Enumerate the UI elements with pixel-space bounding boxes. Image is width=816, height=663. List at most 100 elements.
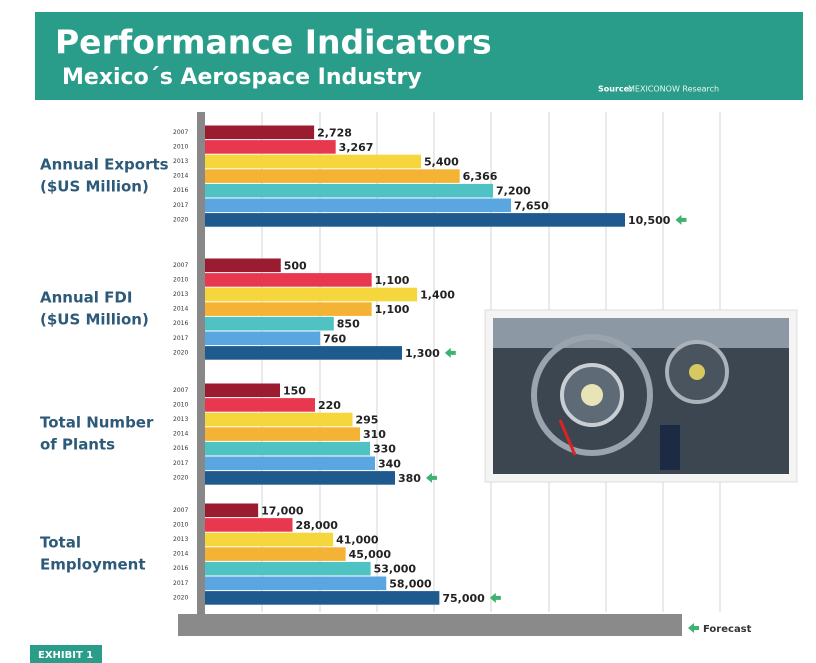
forecast-arrow xyxy=(688,623,699,633)
bar xyxy=(205,577,386,591)
value-label: 7,650 xyxy=(514,199,549,212)
bar xyxy=(205,126,314,140)
group-label: of Plants xyxy=(40,436,115,454)
value-label: 150 xyxy=(283,384,306,397)
exhibit-label: EXHIBIT 1 xyxy=(38,650,93,661)
bar xyxy=(205,457,375,471)
bar xyxy=(205,562,371,576)
bar xyxy=(205,288,417,302)
year-label: 2007 xyxy=(173,507,188,514)
value-label: 7,200 xyxy=(496,185,531,198)
base-bar xyxy=(178,614,682,636)
forecast-marker xyxy=(426,473,437,483)
value-label: 10,500 xyxy=(628,214,671,227)
value-label: 340 xyxy=(378,457,401,470)
value-label: 28,000 xyxy=(296,519,339,532)
value-label: 41,000 xyxy=(336,534,379,547)
bar xyxy=(205,591,439,605)
bar xyxy=(205,427,360,441)
year-label: 2014 xyxy=(173,306,188,313)
group-label: Employment xyxy=(40,556,146,574)
bar xyxy=(205,346,402,360)
value-label: 6,366 xyxy=(463,170,498,183)
value-label: 53,000 xyxy=(374,563,417,576)
bar xyxy=(205,504,258,518)
year-label: 2010 xyxy=(173,143,188,150)
bar xyxy=(205,442,370,456)
year-label: 2010 xyxy=(173,276,188,283)
year-label: 2016 xyxy=(173,320,188,327)
value-label: 17,000 xyxy=(261,504,304,517)
value-label: 1,300 xyxy=(405,347,440,360)
value-label: 850 xyxy=(337,318,360,331)
year-label: 2016 xyxy=(173,187,188,194)
group-label: ($US Million) xyxy=(40,178,149,196)
bar xyxy=(205,213,625,227)
year-label: 2013 xyxy=(173,536,188,543)
bar xyxy=(205,302,372,316)
bar xyxy=(205,533,333,547)
group-label: Total xyxy=(40,534,81,552)
legend-forecast: Forecast xyxy=(703,624,752,635)
year-label: 2017 xyxy=(173,202,188,209)
value-label: 760 xyxy=(323,332,346,345)
value-label: 1,100 xyxy=(375,303,410,316)
year-label: 2013 xyxy=(173,158,188,165)
bar xyxy=(205,273,372,287)
year-label: 2017 xyxy=(173,335,188,342)
year-label: 2007 xyxy=(173,387,188,394)
bar xyxy=(205,518,293,532)
year-label: 2016 xyxy=(173,445,188,452)
year-label: 2016 xyxy=(173,565,188,572)
year-label: 2010 xyxy=(173,401,188,408)
value-label: 5,400 xyxy=(424,156,459,169)
bar xyxy=(205,317,334,331)
forecast-marker xyxy=(675,215,686,225)
value-label: 500 xyxy=(284,259,307,272)
bar xyxy=(205,169,460,183)
bar xyxy=(205,413,353,427)
year-label: 2020 xyxy=(173,216,188,223)
bar xyxy=(205,140,336,154)
year-label: 2017 xyxy=(173,460,188,467)
infographic: Performance Indicators Mexico´s Aerospac… xyxy=(0,0,816,663)
value-label: 75,000 xyxy=(442,592,485,605)
bar xyxy=(205,547,346,561)
source: MEXICONOW Research xyxy=(628,85,719,94)
year-label: 2020 xyxy=(173,594,188,601)
group-label: Annual FDI xyxy=(40,289,132,307)
year-label: 2007 xyxy=(173,262,188,269)
bar xyxy=(205,199,511,213)
value-label: 45,000 xyxy=(349,548,392,561)
value-label: 295 xyxy=(356,414,379,427)
value-label: 1,400 xyxy=(420,289,455,302)
year-label: 2014 xyxy=(173,173,188,180)
value-label: 3,267 xyxy=(339,141,374,154)
year-label: 2007 xyxy=(173,129,188,136)
value-label: 2,728 xyxy=(317,126,352,139)
title: Performance Indicators xyxy=(55,23,492,62)
value-label: 330 xyxy=(373,443,396,456)
bar xyxy=(205,155,421,169)
value-label: 58,000 xyxy=(389,577,432,590)
value-label: 380 xyxy=(398,472,421,485)
year-label: 2020 xyxy=(173,349,188,356)
year-label: 2017 xyxy=(173,580,188,587)
value-label: 310 xyxy=(363,428,386,441)
group-label: Annual Exports xyxy=(40,156,169,174)
subtitle: Mexico´s Aerospace Industry xyxy=(62,65,422,90)
year-label: 2014 xyxy=(173,431,188,438)
group-label: ($US Million) xyxy=(40,311,149,329)
bar xyxy=(205,398,315,412)
axis-bar xyxy=(197,112,205,617)
bar xyxy=(205,471,395,485)
year-label: 2010 xyxy=(173,521,188,528)
group-label: Total Number xyxy=(40,414,154,432)
forecast-marker xyxy=(445,348,456,358)
year-label: 2014 xyxy=(173,551,188,558)
bar xyxy=(205,259,281,273)
bar xyxy=(205,332,320,346)
value-label: 220 xyxy=(318,399,341,412)
bar xyxy=(205,184,493,198)
value-label: 1,100 xyxy=(375,274,410,287)
